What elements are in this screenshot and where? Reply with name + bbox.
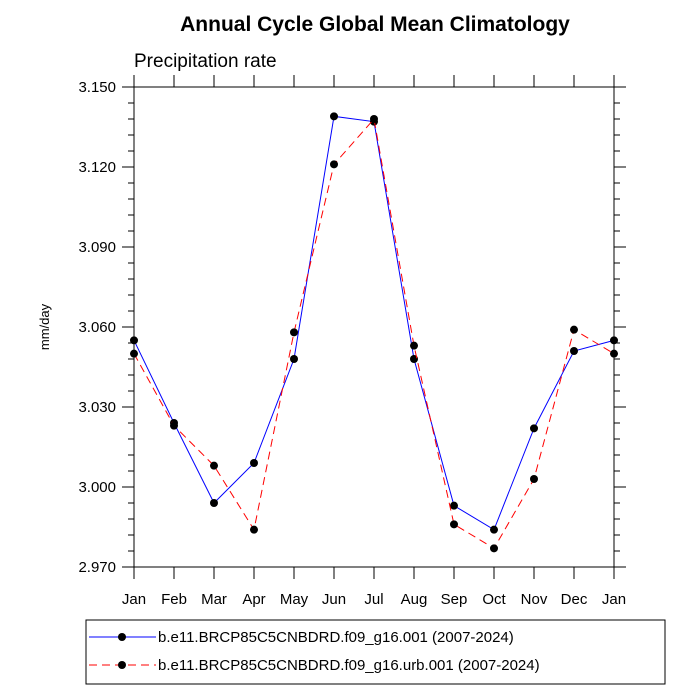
x-tick-label: Feb (161, 591, 187, 608)
y-tick-label: 3.030 (78, 399, 116, 416)
series-2-point (210, 461, 218, 470)
x-tick-labels: Jan Feb Mar Apr May Jun Jul Aug Sep Oct Nov Dec Jan (122, 591, 626, 608)
x-tick-label: Oct (482, 591, 506, 608)
series-layer (130, 112, 618, 553)
series-2-point (290, 328, 298, 337)
series-1-point (130, 336, 138, 345)
series-2-point (370, 115, 378, 123)
series-2-point (610, 349, 618, 358)
axis-ticks (122, 75, 626, 579)
y-tick-labels: 2.970 3.000 3.030 3.060 3.090 3.120 3.150 (78, 79, 116, 576)
x-tick-label: Jan (602, 591, 626, 608)
series-2-point (170, 421, 178, 430)
y-tick-label: 3.000 (78, 479, 116, 496)
series-1-point (490, 525, 498, 534)
legend-label-2: b.e11.BRCP85C5CNBDRD.f09_g16.urb.001 (20… (158, 657, 540, 674)
series-2-point (330, 160, 338, 169)
series-line-2 (133, 117, 615, 550)
series-1-point (250, 459, 258, 467)
series-2-point (130, 349, 138, 358)
legend-marker-1 (118, 633, 126, 641)
chart-subtitle: Precipitation rate (134, 51, 277, 72)
series-2-point (490, 544, 498, 553)
x-tick-label: Apr (242, 591, 265, 608)
y-tick-label: 3.060 (78, 319, 116, 336)
x-tick-label: Jun (322, 591, 346, 608)
series-1-point (410, 355, 418, 363)
x-tick-label: Jul (364, 591, 383, 608)
y-tick-label: 3.150 (78, 79, 116, 96)
series-line-1 (133, 115, 615, 531)
series-2-point (570, 325, 578, 334)
chart-title: Annual Cycle Global Mean Climatology (180, 13, 570, 36)
x-tick-label: Dec (561, 591, 588, 608)
x-tick-label: Jan (122, 591, 146, 608)
x-tick-label: May (280, 591, 309, 608)
legend-marker-2 (118, 661, 126, 669)
series-2-point (530, 475, 538, 483)
x-tick-label: Aug (401, 591, 428, 608)
series-1-point (610, 336, 618, 345)
series-1-point (570, 347, 578, 355)
y-axis-label: mm/day (37, 303, 52, 350)
series-1-point (450, 501, 458, 510)
series-1-point (290, 355, 298, 363)
series-1-point (530, 424, 538, 433)
series-2-point (410, 341, 418, 350)
y-tick-label: 3.120 (78, 159, 116, 176)
x-tick-label: Mar (201, 591, 227, 608)
x-tick-label: Nov (521, 591, 548, 608)
series-2-point (450, 520, 458, 529)
y-tick-label: 2.970 (78, 559, 116, 576)
x-tick-label: Sep (441, 591, 468, 608)
legend-label-1: b.e11.BRCP85C5CNBDRD.f09_g16.001 (2007-2… (158, 629, 514, 646)
legend-box (85, 619, 666, 685)
legend: b.e11.BRCP85C5CNBDRD.f09_g16.001 (2007-2… (89, 629, 540, 674)
series-2-point (250, 525, 258, 534)
y-tick-label: 3.090 (78, 239, 116, 256)
plot-frame (133, 86, 615, 568)
series-1-point (210, 499, 218, 507)
series-1-point (330, 112, 338, 121)
